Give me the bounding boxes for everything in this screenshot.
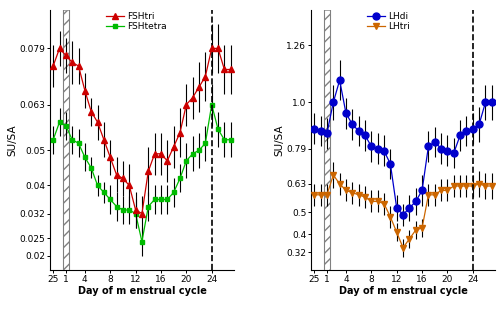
Bar [324, 10, 330, 270]
Legend: FSHtri, FSHtetra: FSHtri, FSHtetra [106, 12, 166, 32]
X-axis label: Day of m enstrual cycle: Day of m enstrual cycle [78, 286, 206, 296]
X-axis label: Day of m enstrual cycle: Day of m enstrual cycle [338, 286, 468, 296]
Bar [62, 10, 69, 270]
Y-axis label: SU/SA: SU/SA [8, 124, 18, 156]
Legend: LHdi, LHtri: LHdi, LHtri [367, 12, 410, 32]
Y-axis label: SU/SA: SU/SA [274, 124, 284, 156]
